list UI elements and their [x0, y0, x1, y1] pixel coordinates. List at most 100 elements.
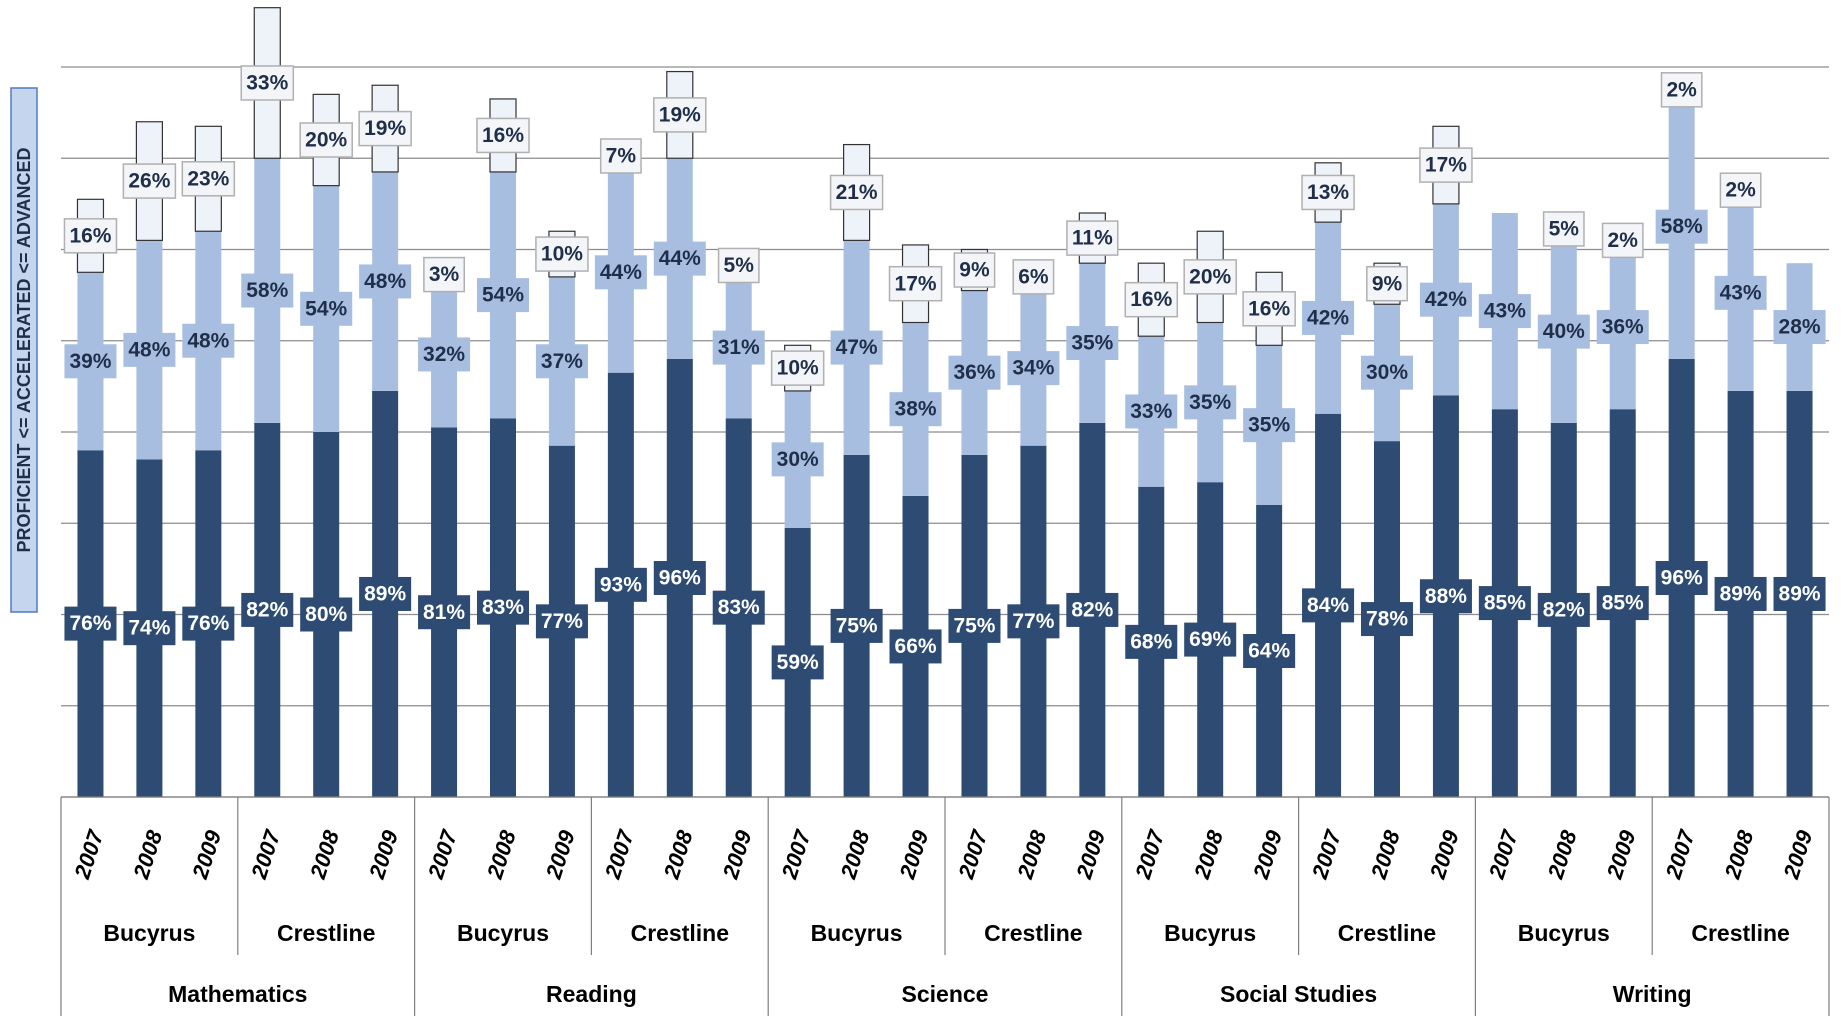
data-label: 59%	[777, 651, 819, 674]
x-tick-label: 2007	[1130, 826, 1170, 883]
data-label-box	[535, 344, 588, 379]
data-label: 6%	[1018, 265, 1049, 288]
x-tick-label: 2009	[1248, 827, 1287, 883]
data-label-box	[653, 561, 706, 595]
data-label-box	[653, 97, 707, 133]
data-label: 96%	[1661, 567, 1703, 590]
data-label-box	[123, 332, 176, 367]
data-label: 19%	[364, 117, 406, 140]
data-label-box	[1366, 265, 1408, 302]
x-tick-label: 2007	[1484, 826, 1524, 883]
data-label-box	[1360, 602, 1414, 637]
data-label-box	[594, 255, 647, 290]
data-label-box	[1243, 408, 1296, 443]
data-label-box	[948, 608, 1001, 643]
x-tick-label: 2008	[1719, 827, 1758, 883]
data-label: 30%	[777, 448, 819, 471]
data-label: 78%	[1366, 608, 1408, 631]
data-label-box	[418, 337, 471, 372]
x-tick-label: 2008	[835, 827, 874, 883]
data-label: 69%	[1189, 628, 1231, 651]
x-tick-label: 2007	[69, 826, 109, 883]
data-label: 58%	[246, 279, 288, 302]
data-label: 54%	[482, 284, 524, 307]
data-label: 35%	[1071, 332, 1113, 355]
data-label: 16%	[1248, 297, 1290, 320]
x-tick-label: 2008	[1542, 827, 1581, 883]
data-label-box	[1655, 209, 1708, 244]
data-label-box	[1184, 622, 1237, 657]
data-label-box	[717, 247, 760, 284]
data-label: 89%	[1720, 583, 1762, 606]
x-tick-label: 2008	[1366, 827, 1405, 883]
data-label: 75%	[953, 614, 995, 637]
data-label: 82%	[246, 598, 288, 621]
data-label: 85%	[1484, 592, 1526, 615]
data-label: 2%	[1666, 78, 1697, 101]
data-label: 83%	[482, 596, 524, 619]
x-tick-label: 2009	[1425, 827, 1464, 883]
data-label: 58%	[1661, 215, 1703, 238]
data-label-box	[1302, 588, 1355, 623]
subject-label: Mathematics	[168, 981, 307, 1007]
data-label: 10%	[777, 357, 819, 380]
data-label-box	[712, 330, 765, 365]
data-label-box	[1007, 351, 1060, 386]
x-tick-label: 2008	[128, 827, 167, 883]
data-label-box	[594, 567, 647, 602]
data-label-box	[182, 606, 235, 641]
school-label: Crestline	[984, 920, 1082, 946]
data-label-box	[829, 174, 884, 211]
data-label: 11%	[1072, 227, 1113, 250]
data-label: 16%	[482, 124, 524, 147]
data-label: 42%	[1307, 306, 1349, 329]
data-label: 84%	[1307, 594, 1349, 617]
x-tick-label: 2009	[187, 827, 226, 883]
data-label-box	[1012, 259, 1055, 295]
x-tick-label: 2008	[482, 827, 521, 883]
data-label-box	[1125, 624, 1178, 659]
data-label-box	[1301, 174, 1355, 211]
x-tick-label: 2007	[1307, 826, 1347, 883]
data-label: 2%	[1608, 229, 1639, 252]
data-label-box	[1124, 281, 1179, 318]
data-label: 31%	[718, 336, 760, 359]
data-label-box	[599, 138, 642, 174]
data-label-box	[182, 323, 235, 358]
data-label-box	[359, 576, 412, 611]
data-label: 16%	[69, 224, 111, 247]
data-label: 47%	[836, 336, 878, 359]
school-label: Bucyrus	[103, 920, 195, 946]
data-label: 20%	[1189, 265, 1231, 288]
x-tick-label: 2007	[246, 826, 286, 883]
data-label: 89%	[1779, 583, 1821, 606]
subject-label: Reading	[546, 981, 637, 1007]
data-label-box	[423, 256, 465, 293]
data-label: 35%	[1248, 414, 1290, 437]
data-label: 48%	[128, 338, 170, 361]
x-tick-label: 2009	[541, 827, 580, 883]
data-labels: 76% 74% 76% 82% 80% 89% 81% 83% 77% 93% 96% 83% 59% 7…	[63, 65, 1826, 680]
data-label: 5%	[1549, 218, 1580, 241]
data-label: 13%	[1307, 181, 1349, 204]
data-label: 85%	[1602, 592, 1644, 615]
data-label-box	[1184, 385, 1237, 420]
data-label-box	[1478, 586, 1531, 621]
data-label-box	[1773, 310, 1826, 345]
data-label-box	[1596, 310, 1649, 345]
data-label-box	[1007, 604, 1060, 639]
data-label: 96%	[659, 567, 701, 590]
data-label-box	[64, 606, 117, 641]
data-label: 32%	[423, 343, 465, 366]
data-label: 5%	[724, 254, 755, 277]
data-label-box	[535, 236, 589, 272]
data-label: 76%	[69, 612, 111, 635]
data-label: 30%	[1366, 361, 1408, 384]
data-label: 68%	[1130, 630, 1172, 653]
x-tick-label: 2008	[1189, 827, 1228, 883]
data-label: 77%	[1012, 610, 1054, 633]
data-label-box	[1243, 634, 1296, 668]
x-tick-label: 2009	[894, 827, 933, 883]
data-label-box	[241, 273, 294, 308]
data-label-box	[948, 355, 1001, 390]
